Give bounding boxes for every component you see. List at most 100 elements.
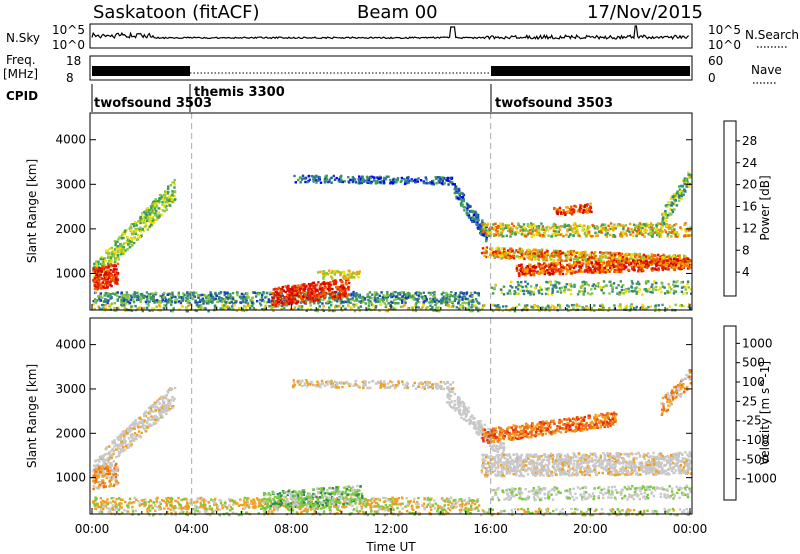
range-gate-cell (543, 235, 546, 238)
range-gate-cell (570, 205, 573, 208)
range-gate-cell (177, 294, 180, 297)
range-gate-cell (669, 291, 672, 294)
range-gate-cell (261, 293, 264, 297)
range-gate-cell (137, 295, 140, 299)
range-gate-cell (331, 295, 334, 299)
range-gate-cell (461, 301, 464, 305)
range-gate-cell (673, 223, 676, 227)
range-gate-cell (242, 293, 245, 296)
range-gate-cell (662, 222, 665, 225)
range-gate-cell (549, 255, 552, 259)
range-gate-cell (429, 293, 432, 296)
range-gate-cell (637, 264, 640, 267)
range-gate-cell (134, 220, 137, 224)
range-gate-cell (402, 296, 405, 299)
range-gate-cell (153, 202, 156, 205)
range-gate-cell (212, 298, 215, 301)
range-gate-cell (541, 234, 545, 237)
range-gate-cell (317, 300, 320, 303)
range-gate-cell (250, 301, 254, 304)
range-gate-cell (518, 303, 521, 306)
range-gate-cell (533, 257, 537, 260)
range-gate-cell (447, 293, 451, 297)
range-gate-cell (136, 307, 139, 310)
range-gate-cell (322, 295, 325, 298)
range-gate-cell (202, 299, 205, 302)
range-gate-cell (333, 269, 337, 273)
range-gate-cell (396, 295, 399, 298)
range-gate-cell (572, 307, 575, 310)
range-gate-cell (520, 248, 523, 251)
range-gate-cell (431, 306, 434, 309)
range-gate-cell (516, 226, 519, 230)
range-gate-cell (514, 291, 517, 295)
range-gate-cell (116, 245, 120, 248)
range-gate-cell (599, 269, 602, 272)
range-gate-cell (348, 281, 351, 285)
range-gate-cell (683, 262, 686, 266)
range-gate-cell (147, 295, 151, 298)
range-gate-cell (239, 306, 243, 310)
range-gate-cell (689, 174, 692, 177)
range-gate-cell (135, 298, 139, 302)
range-gate-cell (204, 307, 207, 310)
range-gate-cell (313, 292, 317, 295)
range-gate-cell (576, 228, 579, 231)
range-gate-cell (250, 298, 253, 301)
range-gate-cell (532, 252, 535, 256)
range-gate-cell (185, 299, 188, 302)
range-gate-cell (524, 304, 527, 307)
range-gate-cell (613, 270, 616, 274)
range-gate-cell (322, 275, 325, 278)
range-gate-cell (597, 230, 601, 233)
range-gate-cell (337, 295, 341, 298)
range-gate-cell (185, 292, 189, 295)
range-gate-cell (677, 233, 680, 236)
range-gate-cell (522, 229, 525, 232)
range-gate-cell (586, 307, 590, 310)
range-gate-cell (93, 307, 96, 311)
range-gate-cell (130, 238, 133, 242)
range-gate-cell (407, 307, 410, 310)
range-gate-cell (606, 261, 609, 264)
range-gate-cell (454, 292, 457, 295)
range-gate-cell (148, 309, 151, 312)
range-gate-cell (572, 266, 576, 270)
range-gate-cell (333, 295, 337, 299)
range-gate-cell (635, 225, 639, 228)
range-gate-cell (509, 232, 512, 235)
range-gate-cell (423, 296, 426, 300)
range-gate-cell (347, 298, 350, 301)
range-gate-cell (574, 270, 577, 273)
range-gate-cell (353, 309, 357, 313)
range-gate-cell (450, 290, 453, 294)
range-gate-cell (291, 294, 294, 298)
range-gate-cell (602, 251, 605, 255)
range-gate-cell (598, 271, 602, 274)
range-gate-cell (558, 306, 562, 309)
range-gate-cell (608, 306, 611, 310)
range-gate-cell (367, 308, 371, 311)
range-gate-cell (478, 302, 481, 305)
range-gate-cell (521, 230, 524, 234)
range-gate-cell (687, 305, 691, 309)
range-gate-cell (388, 178, 392, 182)
range-gate-cell (143, 211, 146, 214)
range-gate-cell (666, 263, 669, 267)
range-gate-cell (144, 220, 147, 223)
range-gate-cell (108, 260, 111, 263)
range-gate-cell (100, 268, 103, 271)
range-gate-cell (391, 178, 395, 181)
range-gate-cell (296, 290, 300, 293)
range-gate-cell (526, 251, 529, 254)
range-gate-cell (592, 265, 595, 268)
range-gate-cell (369, 176, 372, 180)
range-gate-cell (109, 296, 113, 300)
range-gate-cell (600, 266, 603, 269)
range-gate-cell (631, 253, 634, 256)
range-gate-cell (595, 233, 598, 236)
range-gate-cell (308, 296, 311, 300)
range-gate-cell (126, 236, 129, 239)
range-gate-cell (514, 225, 518, 229)
range-gate-cell (678, 254, 682, 257)
